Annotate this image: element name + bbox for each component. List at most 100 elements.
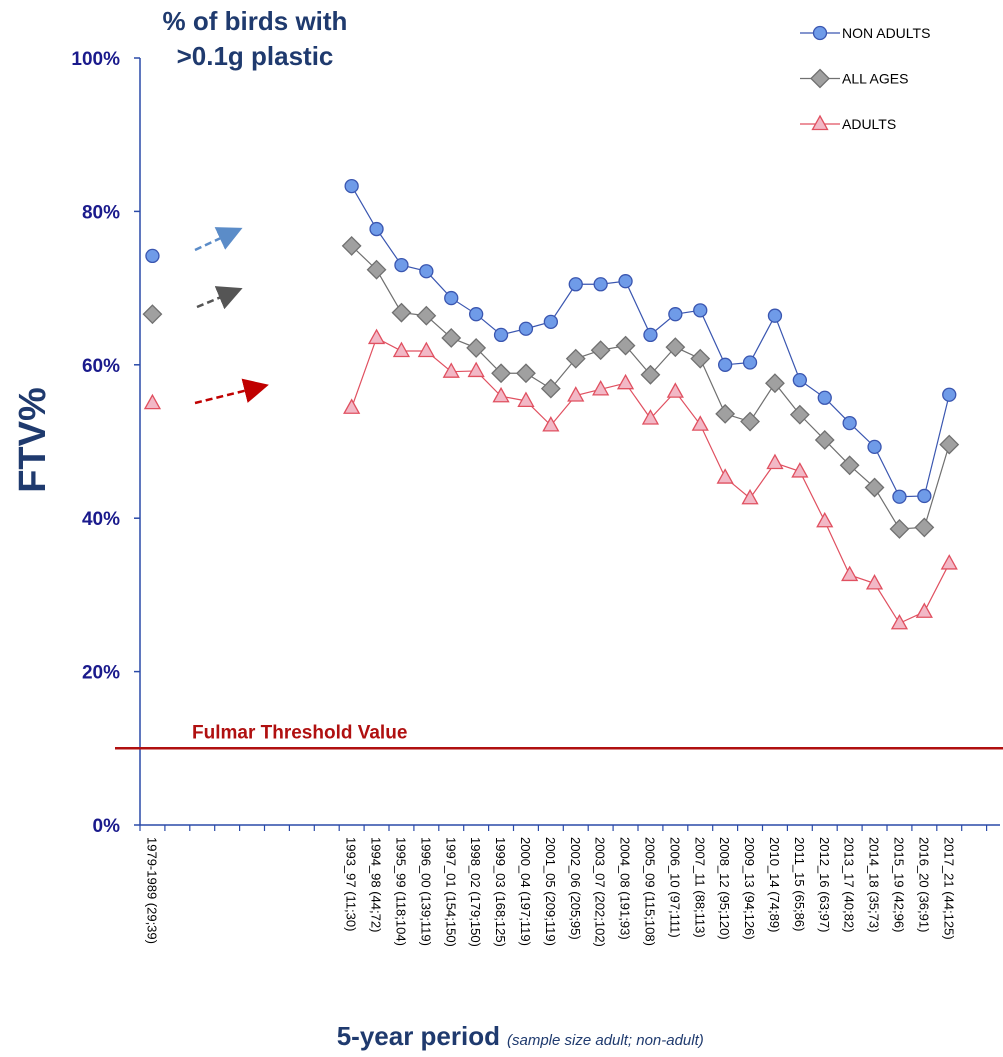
- data-point: [592, 380, 610, 396]
- data-point: [392, 341, 411, 358]
- data-point: [691, 415, 709, 431]
- x-tick-label: 2008_12 (95;120): [717, 837, 732, 940]
- y-tick-label: 40%: [82, 509, 120, 530]
- x-tick-label: 2006_10 (97;111): [667, 837, 682, 938]
- data-point: [142, 304, 163, 325]
- data-point: [767, 308, 783, 323]
- data-point: [542, 416, 560, 432]
- data-point: [615, 335, 636, 356]
- legend-marker: [810, 68, 830, 89]
- x-tick-label: 2017_21 (44;125): [941, 837, 956, 940]
- data-point: [341, 235, 362, 256]
- x-tick-label: 2013_17 (40;82): [842, 837, 857, 932]
- data-point: [789, 404, 810, 425]
- data-point: [468, 307, 484, 322]
- data-point: [516, 363, 536, 384]
- data-point: [442, 362, 460, 378]
- y-tick-label: 100%: [71, 49, 120, 70]
- data-point: [715, 403, 736, 424]
- x-axis-note: (sample size adult; non-adult): [507, 1032, 704, 1049]
- data-point: [741, 488, 759, 505]
- data-point: [766, 453, 784, 470]
- data-point: [593, 277, 608, 292]
- data-point: [145, 248, 160, 264]
- data-point: [618, 274, 633, 289]
- data-point: [492, 386, 510, 403]
- data-point: [693, 303, 708, 318]
- data-point: [518, 321, 534, 336]
- data-point: [915, 602, 933, 618]
- data-point: [839, 455, 860, 476]
- x-tick-label: 2010_14 (74;89): [767, 837, 782, 932]
- legend-label: ADULTS: [842, 116, 896, 132]
- data-point: [540, 378, 561, 399]
- data-point: [940, 554, 958, 570]
- x-tick-label: 2012_16 (63;97): [817, 837, 832, 932]
- data-point: [716, 468, 734, 484]
- x-tick-label: 1995_99 (118;104): [393, 837, 408, 946]
- data-point: [517, 391, 535, 407]
- data-point: [889, 519, 910, 539]
- arrow: [194, 378, 269, 405]
- x-tick-label: 1998_02 (179;150): [468, 837, 483, 947]
- x-tick-label: 1999_03 (168;125): [493, 837, 508, 947]
- legend-marker: [811, 114, 829, 131]
- legend-label: ALL AGES: [842, 71, 908, 87]
- data-point: [841, 565, 859, 582]
- legend-label: NON ADULTS: [842, 25, 930, 41]
- data-point: [493, 327, 509, 343]
- threshold-label: Fulmar Threshold Value: [192, 722, 407, 743]
- data-point: [917, 488, 932, 504]
- x-tick-label: 2000_04 (197;119): [518, 837, 533, 946]
- data-point: [666, 382, 684, 398]
- data-point: [864, 477, 885, 498]
- data-point: [668, 307, 683, 322]
- x-tick-label: 1997_01 (154;150): [443, 837, 458, 947]
- data-point: [343, 398, 361, 414]
- data-point: [742, 355, 758, 370]
- data-point: [366, 259, 387, 280]
- data-point: [369, 221, 384, 237]
- data-point: [792, 372, 807, 388]
- x-tick-label: 2002_06 (205;95): [568, 837, 583, 940]
- data-point: [417, 341, 435, 358]
- data-point: [942, 387, 957, 402]
- data-point: [143, 393, 162, 410]
- data-point: [565, 348, 586, 369]
- x-tick-label: 2011_15 (65;86): [792, 837, 807, 931]
- data-point: [817, 390, 832, 405]
- x-tick-label: 2004_08 (191;93): [618, 837, 633, 940]
- data-point: [444, 290, 459, 306]
- data-point: [391, 302, 412, 323]
- chart-title: % of birds with: [163, 6, 348, 36]
- data-point: [665, 337, 686, 358]
- data-point: [791, 462, 809, 478]
- data-point: [567, 386, 585, 402]
- data-point: [816, 511, 834, 528]
- data-point: [814, 430, 835, 450]
- data-point: [640, 364, 661, 385]
- x-axis-label: 5-year period: [337, 1021, 500, 1051]
- data-point: [344, 178, 359, 194]
- data-point: [914, 517, 935, 538]
- data-point: [568, 277, 583, 292]
- data-point: [718, 357, 733, 372]
- x-tick-label: 2003_07 (202;102): [593, 837, 608, 947]
- data-point: [690, 348, 711, 369]
- data-point: [892, 489, 907, 504]
- data-point: [466, 338, 487, 358]
- x-tick-label: 1996_00 (139;119): [418, 837, 433, 946]
- data-point: [367, 328, 386, 345]
- x-tick-label: 2001_05 (209;119): [543, 837, 558, 946]
- data-point: [543, 314, 558, 329]
- data-point: [641, 409, 660, 425]
- x-tick-label: 2014_18 (35;73): [867, 837, 882, 932]
- y-tick-label: 80%: [82, 202, 120, 223]
- x-tick-label: 2005_09 (115;108): [642, 837, 657, 946]
- data-point: [939, 434, 960, 455]
- data-point: [616, 373, 635, 390]
- data-point: [416, 305, 437, 326]
- data-point: [441, 328, 462, 348]
- x-tick-label: 2015_19 (42;96): [891, 837, 906, 932]
